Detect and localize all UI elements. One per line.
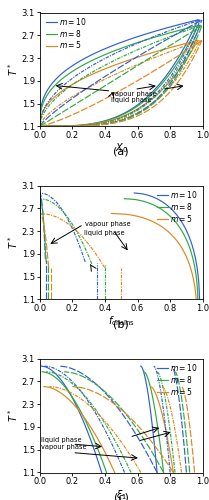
Text: vapour phase: vapour phase	[111, 91, 157, 97]
Y-axis label: $T^*$: $T^*$	[6, 236, 20, 249]
Y-axis label: $T^*$: $T^*$	[6, 409, 20, 422]
Text: vapour phase: vapour phase	[85, 222, 131, 228]
Text: vapour phase: vapour phase	[41, 444, 87, 450]
Legend: $m = 10$, $m = 8$, $m = 5$: $m = 10$, $m = 8$, $m = 5$	[156, 362, 199, 398]
Text: liquid phase: liquid phase	[111, 97, 152, 103]
Y-axis label: $T^*$: $T^*$	[6, 63, 20, 76]
Legend: $m = 10$, $m = 8$, $m = 5$: $m = 10$, $m = 8$, $m = 5$	[45, 15, 88, 51]
X-axis label: $X_0$: $X_0$	[115, 142, 128, 156]
Text: liquid phase: liquid phase	[41, 437, 82, 443]
Text: (a): (a)	[113, 147, 129, 157]
Text: liquid phase: liquid phase	[84, 230, 124, 236]
X-axis label: $\xi_1$: $\xi_1$	[116, 488, 127, 500]
Text: (c): (c)	[114, 493, 129, 500]
Legend: $m = 10$, $m = 8$, $m = 5$: $m = 10$, $m = 8$, $m = 5$	[156, 188, 199, 224]
X-axis label: $f_{\mathrm{chains}}$: $f_{\mathrm{chains}}$	[108, 314, 135, 328]
Text: (b): (b)	[113, 320, 129, 330]
